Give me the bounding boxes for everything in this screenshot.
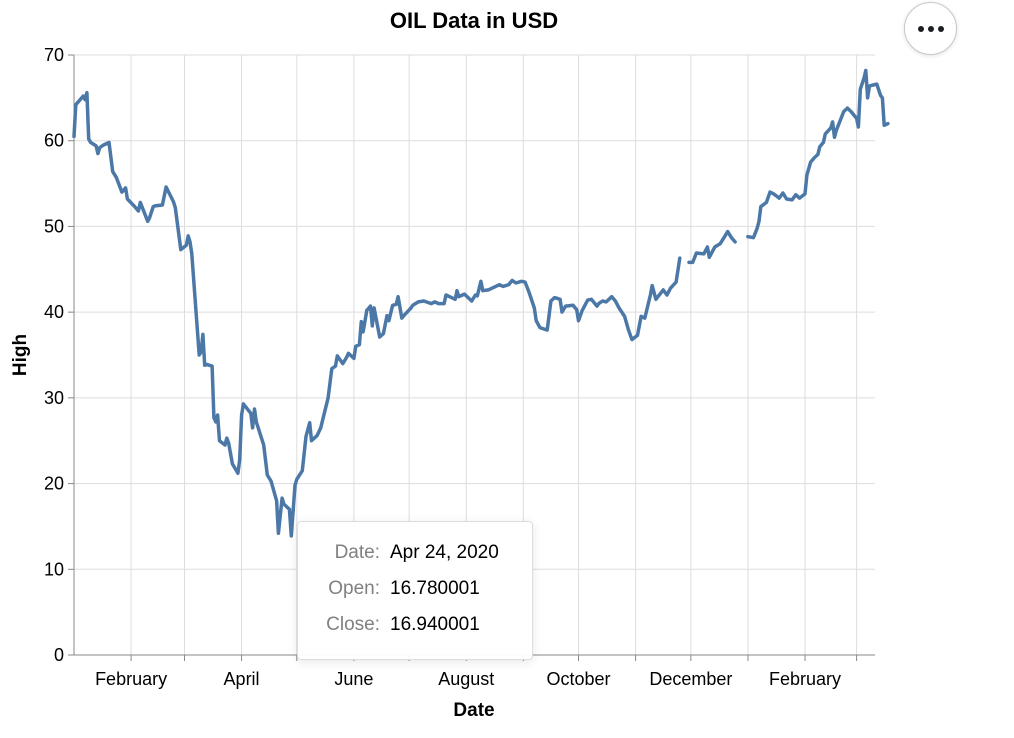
chart-title: OIL Data in USD [390, 8, 558, 33]
tooltip-row-open: Open: 16.780001 [298, 578, 499, 614]
series-line-segment [72, 90, 682, 538]
y-axis-title: High [10, 334, 31, 376]
x-tick-label: February [769, 669, 841, 689]
grid-lines [74, 54, 875, 656]
y-tick-label: 20 [44, 474, 64, 494]
tooltip-key: Close: [326, 614, 380, 635]
x-axis-title: Date [453, 700, 494, 721]
y-tick-label: 10 [44, 559, 64, 579]
y-tick-label: 60 [44, 131, 64, 151]
x-tick-label: August [438, 669, 494, 689]
y-tick-label: 0 [54, 645, 64, 665]
tooltip-key: Date: [334, 542, 380, 563]
tooltip-row-date: Date: Apr 24, 2020 [298, 542, 499, 578]
y-tick-label: 30 [44, 388, 64, 408]
series-lines [72, 68, 890, 538]
series-line-segment [746, 68, 890, 240]
tooltip-table: Date: Apr 24, 2020 Open: 16.780001 Close… [298, 542, 499, 650]
tooltip-key: Open: [328, 578, 380, 599]
tooltip-row-close: Close: 16.940001 [298, 614, 499, 650]
y-axis-ticks: 0 10 20 30 40 50 60 70 [44, 45, 74, 665]
series-line-segment [687, 229, 737, 265]
tooltip-value: Apr 24, 2020 [390, 542, 499, 563]
x-tick-label: April [224, 669, 260, 689]
y-tick-label: 50 [44, 216, 64, 236]
x-tick-label: October [547, 669, 611, 689]
chart-actions-menu-button[interactable] [904, 2, 957, 55]
x-tick-label: December [649, 669, 732, 689]
y-tick-label: 40 [44, 302, 64, 322]
tooltip-value: 16.780001 [390, 578, 480, 599]
data-point-tooltip: Date: Apr 24, 2020 Open: 16.780001 Close… [297, 521, 533, 660]
x-axis-ticks: February April June August October December Fe… [95, 655, 858, 689]
more-horizontal-icon [917, 25, 944, 32]
x-tick-label: February [95, 669, 167, 689]
x-tick-label: June [334, 669, 373, 689]
y-tick-label: 70 [44, 45, 64, 65]
tooltip-value: 16.940001 [390, 614, 480, 635]
